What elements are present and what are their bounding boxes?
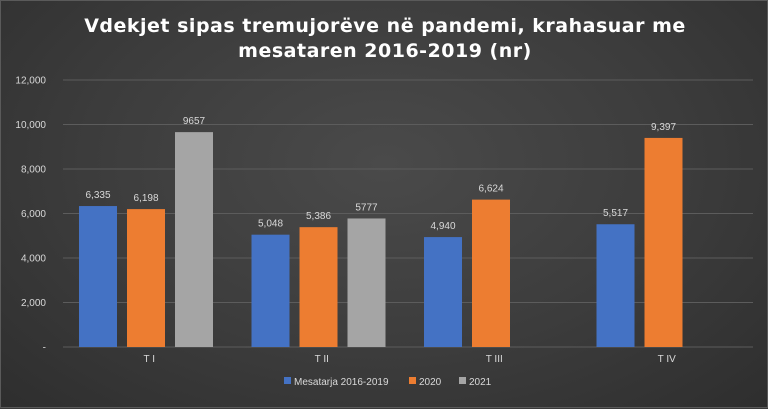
x-category-label: T IV: [658, 354, 676, 365]
data-label: 4,940: [430, 221, 455, 232]
bar-0-3: [596, 224, 635, 347]
bar-2-1: [347, 218, 386, 347]
data-label: 5,517: [603, 208, 628, 219]
bar-2-0: [175, 132, 213, 347]
bar-0-1: [251, 234, 290, 347]
bar-1-2: [472, 199, 510, 347]
x-category-label: T II: [315, 354, 329, 365]
bar-0-0: [79, 206, 117, 347]
legend-label: 2021: [469, 377, 492, 388]
legend-swatch-2: [459, 377, 466, 384]
legend-swatch-1: [409, 377, 416, 384]
legend-label: Mesatarja 2016-2019: [294, 377, 389, 388]
data-label: 6,624: [478, 184, 503, 195]
data-label: 9657: [183, 116, 206, 127]
data-label: 6,335: [85, 190, 110, 201]
y-tick-label: 12,000: [15, 76, 46, 87]
bar-0-2: [424, 237, 462, 347]
data-label: 9,397: [651, 122, 676, 133]
y-tick-label: 10,000: [15, 120, 46, 131]
data-label: 5,386: [306, 211, 331, 222]
data-label: 6,198: [133, 193, 158, 204]
bar-1-1: [299, 227, 338, 347]
bar-1-0: [127, 209, 165, 347]
y-tick-label: 8,000: [21, 165, 46, 176]
legend-label: 2020: [419, 377, 442, 388]
x-category-label: T I: [144, 354, 155, 365]
y-tick-label: 6,000: [21, 209, 46, 220]
data-label: 5,048: [258, 219, 283, 230]
chart-title-line: Vdekjet sipas tremujorëve në pandemi, kr…: [84, 15, 686, 37]
legend-swatch-0: [284, 377, 291, 384]
x-category-label: T III: [486, 354, 503, 365]
y-tick-label: 4,000: [21, 254, 46, 265]
y-tick-label: 2,000: [21, 298, 46, 309]
chart-title-line: mesataren 2016-2019 (nr): [238, 40, 532, 62]
bar-1-3: [644, 137, 683, 347]
data-label: 5777: [355, 202, 378, 213]
y-tick-label: -: [43, 343, 46, 354]
